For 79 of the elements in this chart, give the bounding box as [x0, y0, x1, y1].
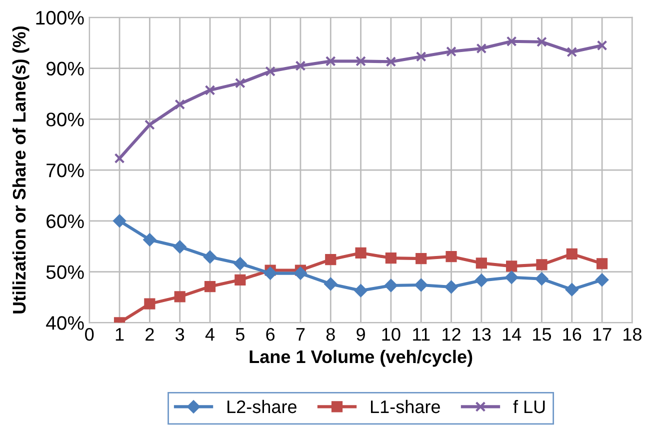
point — [596, 258, 608, 270]
point — [506, 36, 517, 47]
x-tick-label: 10 — [382, 328, 400, 341]
x-tick-label: 0 — [85, 328, 94, 341]
point — [476, 258, 487, 269]
point — [174, 99, 186, 110]
y-tick-label: 50% — [46, 265, 84, 280]
y-tick-label: 100% — [36, 10, 84, 25]
x-tick-label: 14 — [502, 328, 522, 341]
point — [114, 153, 125, 164]
point — [474, 274, 488, 288]
point — [324, 277, 338, 291]
x-tick-label: 1 — [116, 328, 124, 341]
y-tick-label: 60% — [46, 214, 84, 228]
x-tick-label: 4 — [205, 328, 214, 341]
y-tick-label: 70% — [46, 164, 84, 178]
point — [536, 36, 547, 48]
y-axis-title: Utilization or Share of Lane(s) (%) — [12, 26, 30, 314]
point — [144, 120, 155, 130]
point — [476, 43, 487, 54]
point — [112, 214, 126, 228]
point — [596, 40, 608, 51]
point — [294, 266, 308, 280]
point — [504, 270, 518, 284]
point — [144, 298, 156, 310]
x-tick-label: 12 — [442, 328, 460, 341]
point — [385, 252, 397, 264]
x-tick-label: 18 — [624, 328, 642, 341]
point — [536, 259, 548, 270]
point — [325, 254, 336, 266]
point — [234, 78, 246, 88]
point — [446, 250, 457, 262]
point — [325, 56, 336, 66]
point — [265, 66, 276, 77]
point — [416, 252, 427, 264]
point — [355, 247, 366, 259]
x-tick-label: 9 — [356, 328, 365, 341]
legend-label: f LU — [513, 400, 545, 414]
y-tick-label: 80% — [46, 112, 84, 126]
point — [174, 291, 186, 302]
point — [143, 233, 156, 246]
point — [234, 257, 247, 270]
point — [535, 272, 548, 286]
point — [264, 266, 277, 280]
point — [446, 46, 456, 57]
x-tick-label: 5 — [236, 328, 244, 341]
y-tick-label: 90% — [46, 62, 84, 76]
point — [595, 273, 609, 286]
x-tick-label: 6 — [266, 328, 275, 341]
point — [384, 278, 398, 292]
point — [354, 284, 368, 298]
point — [356, 56, 366, 66]
x-tick-label: 17 — [593, 328, 612, 341]
x-tick-label: 13 — [472, 328, 491, 341]
point — [173, 240, 186, 254]
x-tick-label: 2 — [146, 328, 154, 341]
point — [566, 248, 578, 260]
point — [204, 280, 216, 292]
x-tick-label: 8 — [326, 328, 335, 341]
point — [204, 84, 216, 96]
x-tick-label: 3 — [176, 328, 184, 341]
y-tick-label: 40% — [46, 316, 84, 330]
legend-label: L1-share — [370, 400, 440, 414]
point — [506, 260, 518, 272]
point — [203, 250, 217, 264]
x-axis-title: Lane 1 Volume (veh/cycle) — [250, 350, 472, 367]
point — [295, 60, 306, 71]
x-tick-label: 7 — [296, 328, 305, 341]
point — [386, 56, 396, 67]
point — [444, 280, 458, 294]
x-tick-label: 15 — [533, 328, 552, 341]
x-tick-label: 16 — [563, 328, 582, 341]
point — [565, 282, 578, 296]
legend-label: L2-share — [228, 400, 296, 414]
x-tick-label: 11 — [413, 328, 430, 341]
point — [234, 274, 246, 286]
point — [416, 51, 426, 62]
point — [566, 46, 578, 58]
point — [414, 278, 428, 292]
